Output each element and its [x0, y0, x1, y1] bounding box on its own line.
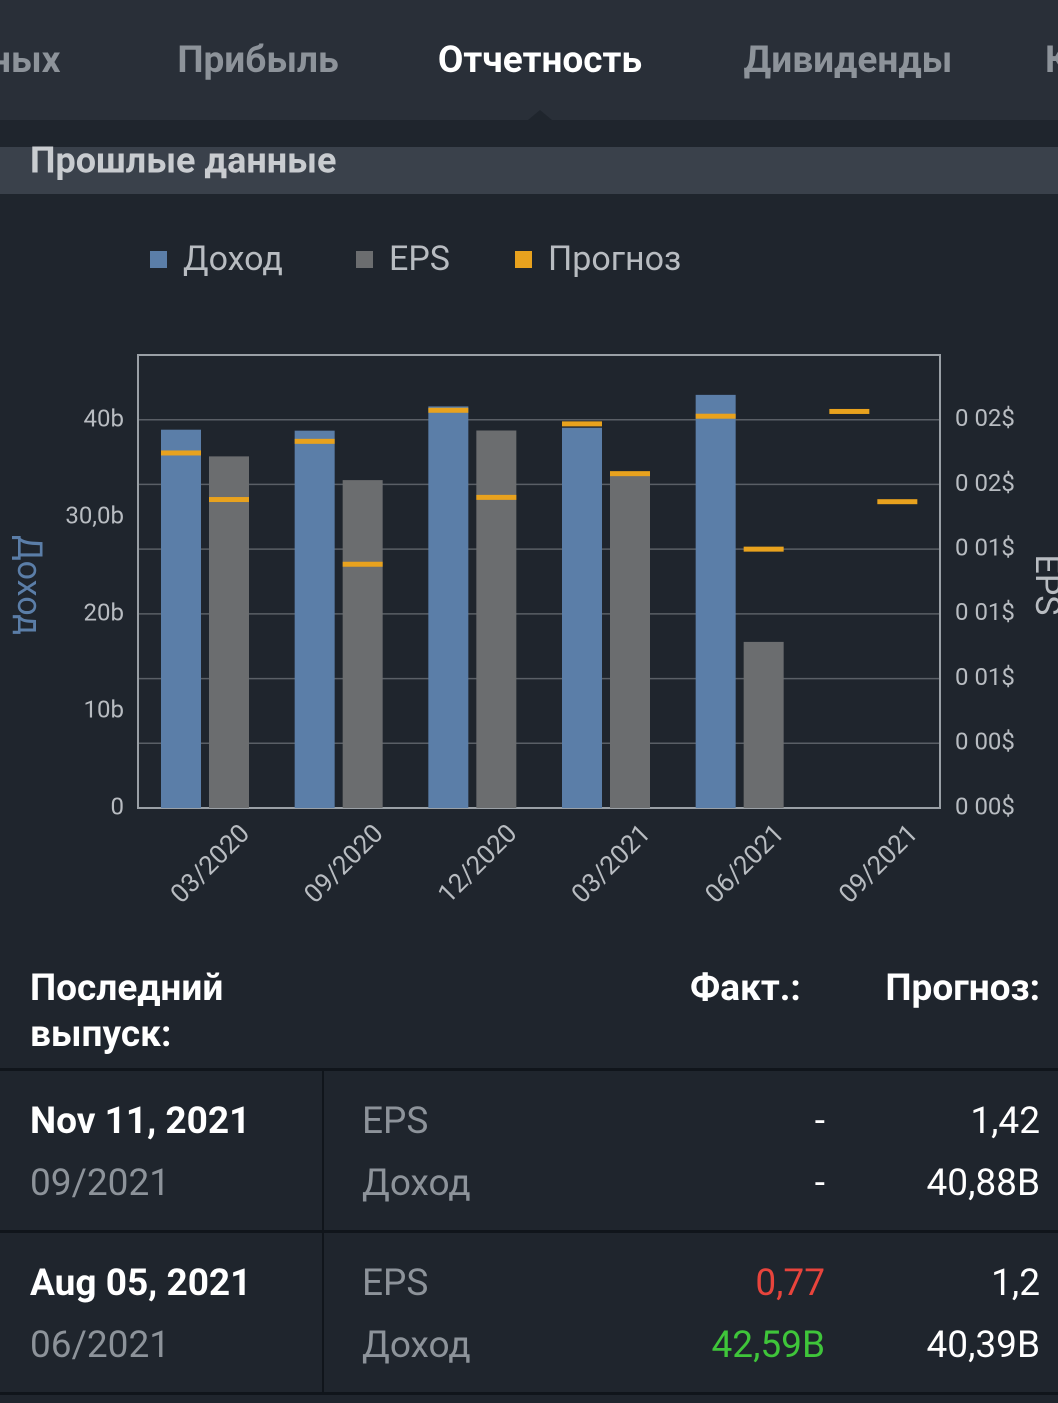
y-tick-label: 10b: [84, 695, 124, 723]
row-border: [0, 1068, 1058, 1071]
date: Nov 11, 2021: [30, 1100, 251, 1143]
revenue-bar: [562, 427, 602, 808]
y2-tick-label: 0 00$: [955, 728, 1015, 756]
actual: 42,59B: [711, 1324, 825, 1367]
x-tick-label: 09/2020: [299, 819, 390, 910]
revenue-forecast: [562, 421, 602, 427]
forecast: 40,88B: [926, 1162, 1040, 1205]
eps-bar: [209, 456, 249, 808]
header-release: Последний выпуск:: [30, 967, 224, 1056]
tab[interactable]: Прибыль: [177, 39, 338, 82]
y-axis-title: Доход: [9, 535, 49, 635]
chart-area: Прошлые данные ных Прибыль Отчетность Дивид…: [0, 0, 1058, 910]
y2-tick-label: 0 01$: [955, 533, 1015, 561]
row-border: [0, 1230, 1058, 1233]
eps-forecast: [342, 561, 383, 567]
forecast: 1,2: [991, 1262, 1040, 1305]
revenue-forecast: [428, 407, 469, 413]
period: 06/2021: [30, 1324, 171, 1367]
eps-forecast: [476, 494, 517, 500]
metric: EPS: [362, 1262, 429, 1305]
x-tick-label: 09/2021: [833, 819, 924, 910]
legend-label: Доход: [183, 239, 283, 279]
metric: EPS: [362, 1100, 429, 1143]
legend-swatch: [515, 251, 532, 268]
revenue-bar: [428, 406, 469, 808]
legend-swatch: [150, 251, 167, 268]
eps-forecast: [209, 497, 249, 503]
x-tick-label: 03/2020: [165, 819, 256, 910]
y2-tick-label: 0 00$: [955, 792, 1015, 820]
y-tick-label: 0: [111, 792, 125, 820]
revenue-forecast: [695, 413, 736, 419]
column-divider: [322, 1230, 324, 1392]
actual: -: [814, 1100, 825, 1143]
x-tick-label: 06/2021: [700, 819, 791, 910]
revenue-forecast: [294, 438, 335, 444]
y-tick-label: 40b: [84, 404, 124, 432]
legend-label: Прогноз: [548, 239, 681, 279]
tab[interactable]: ных: [0, 39, 61, 82]
eps-forecast: [877, 499, 918, 505]
section-band: [0, 147, 1058, 194]
header-actual: Факт.:: [690, 967, 801, 1010]
tab[interactable]: К: [1045, 39, 1058, 82]
tab[interactable]: Отчетность: [438, 39, 642, 82]
column-divider: [322, 1068, 324, 1230]
row-border: [0, 1392, 1058, 1395]
revenue-bar: [161, 429, 201, 808]
revenue-bar: [294, 430, 335, 808]
forecast: 1,42: [970, 1100, 1040, 1143]
eps-forecast: [610, 471, 650, 477]
y-tick-label: 30,0b: [65, 501, 124, 529]
eps-bar: [476, 430, 517, 808]
header-forecast: Прогноз:: [885, 967, 1040, 1010]
y2-tick-label: 0 01$: [955, 598, 1015, 626]
actual: -: [814, 1162, 825, 1205]
date: Aug 05, 2021: [30, 1262, 252, 1305]
eps-bar: [342, 480, 383, 808]
y2-tick-label: 0 02$: [955, 404, 1015, 432]
legend-label: EPS: [389, 239, 450, 279]
actual: 0,77: [755, 1262, 825, 1305]
revenue-forecast: [161, 450, 201, 456]
x-tick-label: 03/2021: [566, 819, 657, 910]
revenue-bar: [695, 394, 736, 808]
eps-forecast: [743, 546, 784, 552]
eps-bar: [743, 641, 784, 808]
tab-bar: [0, 0, 1058, 120]
plot-frame: [137, 354, 941, 809]
eps-bar: [610, 473, 650, 808]
forecast: 40,39B: [926, 1324, 1040, 1367]
tab-indicator: [528, 110, 552, 120]
x-tick-label: 12/2020: [432, 819, 523, 910]
y2-axis-title: EPS: [1027, 555, 1058, 616]
period: 09/2021: [30, 1162, 171, 1205]
y2-tick-label: 0 01$: [955, 663, 1015, 691]
tab[interactable]: Дивиденды: [744, 39, 953, 82]
legend-swatch: [356, 251, 373, 268]
revenue-forecast: [829, 408, 870, 414]
y2-tick-label: 0 02$: [955, 469, 1015, 497]
y-tick-label: 20b: [84, 598, 124, 626]
metric: Доход: [362, 1324, 471, 1367]
section-title: Прошлые данные: [30, 140, 336, 182]
metric: Доход: [362, 1162, 471, 1205]
